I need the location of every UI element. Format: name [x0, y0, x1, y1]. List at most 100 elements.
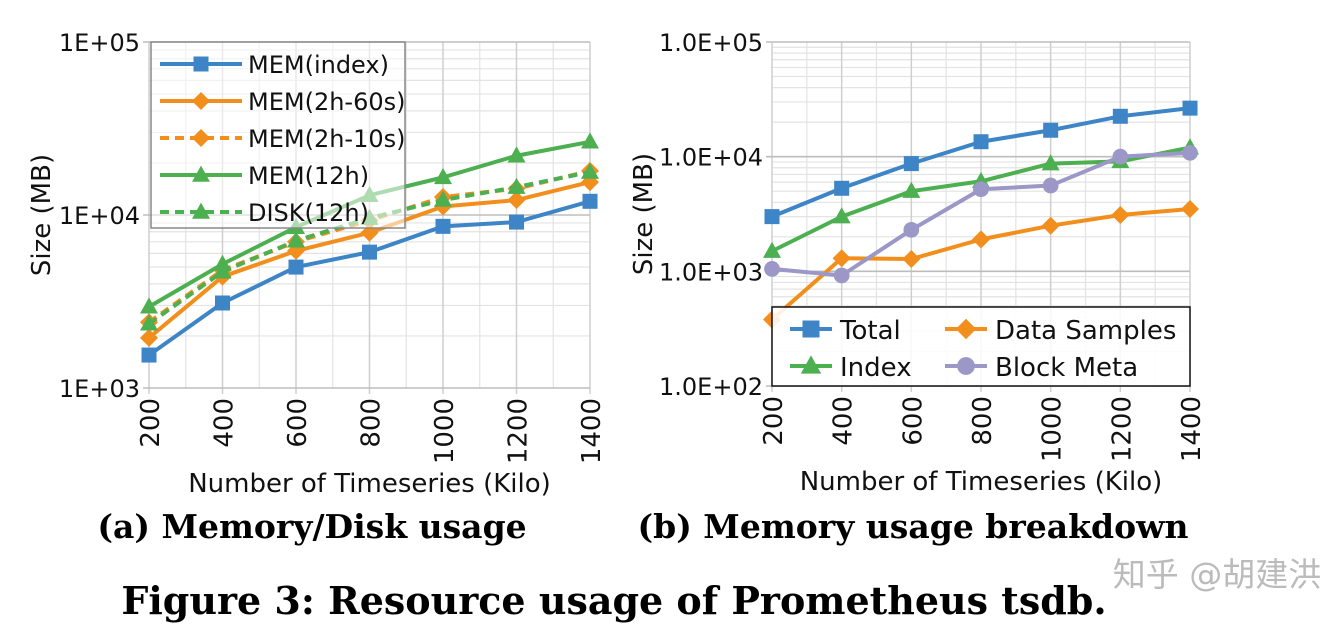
- data-point: [434, 168, 452, 185]
- data-point: [1182, 100, 1198, 116]
- data-point: [902, 250, 921, 269]
- series-total: [764, 100, 1198, 225]
- legend-box: [150, 41, 406, 229]
- x-tick-label: 600: [898, 396, 928, 446]
- legend-label: DISK(12h): [248, 199, 369, 227]
- data-point: [1112, 108, 1128, 124]
- x-tick-label: 200: [759, 396, 789, 446]
- data-point: [434, 190, 452, 207]
- x-tick-label: 1000: [1038, 396, 1068, 462]
- legend-marker: [192, 92, 210, 110]
- x-tick-label: 400: [829, 396, 859, 446]
- legend-b: Total Data Samples Index Block Meta: [771, 306, 1191, 387]
- data-point: [1181, 199, 1199, 218]
- watermark: 知乎 @胡建洪: [1113, 555, 1322, 594]
- data-point: [507, 146, 526, 163]
- data-point: [140, 328, 158, 347]
- x-tick-label: 800: [968, 396, 998, 446]
- legend-marker: [957, 357, 975, 375]
- data-point: [1043, 122, 1059, 138]
- data-point: [834, 180, 850, 196]
- data-point: [213, 262, 232, 279]
- data-point: [764, 209, 780, 225]
- legend-item: MEM(index): [160, 51, 389, 79]
- legend-item: Total: [790, 316, 901, 346]
- y-tick-label: 1E+05: [59, 29, 140, 57]
- data-point: [973, 181, 989, 198]
- legend-item: Index: [790, 353, 912, 383]
- data-point: [1182, 144, 1198, 161]
- y-tick-label: 1E+04: [59, 202, 140, 230]
- data-point: [140, 297, 158, 314]
- legend-a: MEM(index) MEM(2h-60s) MEM(2h-10s) MEM(12h)…: [150, 41, 406, 229]
- data-point: [582, 193, 598, 209]
- legend-item: MEM(12h): [160, 162, 369, 190]
- legend-marker: [192, 202, 210, 219]
- legend-marker: [802, 320, 820, 338]
- legend-label: Index: [840, 353, 912, 383]
- data-point: [509, 214, 524, 230]
- data-point: [1111, 205, 1130, 224]
- legend-label: MEM(12h): [248, 162, 369, 190]
- y-axis-label: Size (MB): [629, 153, 659, 275]
- data-point: [288, 259, 304, 275]
- data-point: [903, 221, 920, 238]
- legend-label: MEM(2h-60s): [248, 88, 406, 116]
- y-tick-label: 1.0E+05: [659, 29, 763, 57]
- data-point: [1041, 154, 1060, 171]
- series-block-meta: [764, 144, 1198, 284]
- legend-label: Data Samples: [995, 316, 1176, 346]
- data-point: [140, 314, 158, 331]
- x-axis-label: Number of Timeseries (Kilo): [188, 469, 551, 499]
- x-axis-label: Number of Timeseries (Kilo): [800, 467, 1163, 497]
- legend-marker: [800, 355, 822, 374]
- y-tick-label: 1E+03: [59, 375, 140, 403]
- chart-a-memory-disk-usage: 1E+03 1E+04 1E+05 200 400 600 800 1000 1200 1400 N…: [27, 29, 607, 499]
- data-point: [1042, 177, 1059, 194]
- x-tick-label: 400: [210, 398, 240, 448]
- data-point: [903, 156, 919, 172]
- data-point: [362, 244, 377, 260]
- x-tick-label: 1400: [577, 398, 607, 464]
- legend-marker: [192, 165, 210, 182]
- legend-label: MEM(index): [248, 51, 389, 79]
- data-point: [1112, 148, 1129, 165]
- series-mem-index: [141, 193, 598, 363]
- data-point: [972, 230, 990, 249]
- y-tick-label: 1.0E+03: [659, 258, 763, 286]
- data-point: [435, 218, 451, 234]
- data-point: [581, 162, 599, 179]
- legend-item: Data Samples: [945, 316, 1176, 346]
- y-axis-label: Size (MB): [27, 154, 57, 276]
- data-point: [973, 134, 989, 150]
- x-tick-label: 1200: [504, 398, 534, 464]
- data-point: [215, 295, 230, 311]
- legend-label: Total: [839, 316, 901, 346]
- data-point: [764, 261, 780, 277]
- legend-label: Block Meta: [995, 353, 1138, 383]
- data-point: [902, 181, 921, 198]
- legend-marker: [192, 129, 210, 147]
- data-point: [581, 132, 599, 149]
- x-tick-label: 1200: [1107, 396, 1137, 462]
- legend-box: [771, 306, 1191, 387]
- data-point: [507, 177, 526, 194]
- data-point: [141, 347, 157, 363]
- data-point: [287, 231, 305, 248]
- x-tick-label: 1400: [1177, 396, 1207, 462]
- data-point: [832, 249, 851, 268]
- caption-b: (b) Memory usage breakdown: [638, 507, 1189, 546]
- y-tick-label: 1.0E+02: [659, 373, 763, 401]
- x-tick-label: 800: [357, 398, 387, 448]
- data-point: [832, 207, 851, 224]
- figure-caption: Figure 3: Resource usage of Prometheus t…: [121, 578, 1106, 623]
- legend-item: Block Meta: [945, 353, 1138, 383]
- legend-label: MEM(2h-10s): [248, 125, 406, 153]
- data-point: [833, 267, 850, 284]
- caption-a: (a) Memory/Disk usage: [97, 507, 526, 546]
- data-point: [763, 241, 781, 258]
- legend-item: MEM(2h-60s): [160, 88, 406, 116]
- data-point: [507, 191, 526, 210]
- data-point: [1041, 216, 1060, 235]
